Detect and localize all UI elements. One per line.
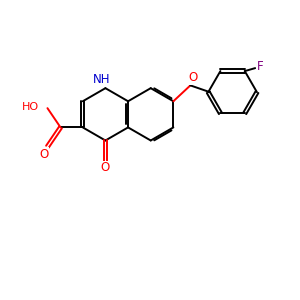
Text: NH: NH — [93, 74, 111, 86]
Text: F: F — [257, 60, 264, 73]
Text: HO: HO — [21, 102, 38, 112]
Text: O: O — [101, 161, 110, 175]
Text: O: O — [39, 148, 49, 160]
Text: O: O — [188, 70, 197, 84]
